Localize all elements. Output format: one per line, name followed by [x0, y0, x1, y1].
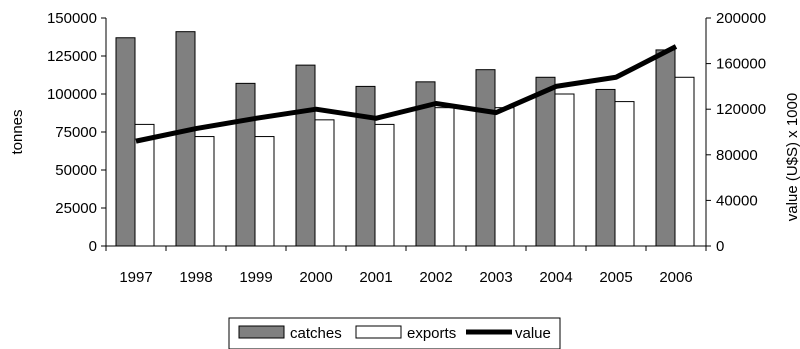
y2-axis-title: value (U$S) x 1000 — [784, 93, 800, 221]
y-tick-label: 75000 — [55, 124, 97, 141]
bar-exports — [134, 123, 155, 247]
y-tick-label: 0 — [89, 238, 97, 255]
x-tick-label: 1999 — [239, 269, 272, 286]
bar-exports — [674, 76, 695, 247]
y2-tick-label: 80000 — [716, 147, 758, 164]
bar-exports — [314, 119, 335, 247]
bar-catches — [595, 88, 616, 247]
bar-exports — [374, 123, 395, 247]
x-tick-label: 2003 — [479, 269, 512, 286]
legend-swatch-catches — [238, 325, 285, 339]
bar-catches — [535, 76, 556, 247]
x-tick-label: 2001 — [359, 269, 392, 286]
bar-exports — [614, 101, 635, 247]
bar-catches — [295, 64, 316, 247]
bar-catches — [475, 69, 496, 247]
bar-catches — [115, 37, 136, 247]
bar-exports — [494, 107, 515, 247]
y-tick-label: 150000 — [47, 10, 97, 27]
y-tick-label: 25000 — [55, 200, 97, 217]
bar-exports — [434, 107, 455, 247]
bar-exports — [554, 93, 575, 247]
y2-tick-label: 200000 — [716, 10, 766, 27]
bar-catches — [355, 85, 376, 247]
x-tick-label: 2004 — [539, 269, 572, 286]
x-tick-label: 1998 — [179, 269, 212, 286]
bar-catches — [175, 31, 196, 247]
legend-label-catches: catches — [290, 325, 342, 342]
y2-tick-label: 0 — [716, 238, 724, 255]
lines — [135, 44, 678, 144]
y2-tick-label: 120000 — [716, 101, 766, 118]
bars — [115, 31, 695, 247]
ticks: 0 25000 50000 75000 100000 125000 150000 0 40000… — [47, 10, 766, 286]
y2-tick-label: 40000 — [716, 192, 758, 209]
y2-tick-label: 160000 — [716, 56, 766, 73]
bar-catches — [235, 82, 256, 247]
legend: catches exports value — [228, 317, 561, 349]
bar-catches — [655, 49, 676, 247]
bar-exports — [254, 136, 275, 247]
x-tick-label: 2005 — [599, 269, 632, 286]
x-tick-label: 2002 — [419, 269, 452, 286]
y-tick-label: 125000 — [47, 48, 97, 65]
y-axis-title: tonnes — [9, 109, 26, 154]
bar-exports — [194, 136, 215, 247]
y-tick-label: 100000 — [47, 86, 97, 103]
x-tick-label: 2006 — [659, 269, 692, 286]
legend-swatch-exports — [355, 325, 402, 339]
x-tick-label: 1997 — [119, 269, 152, 286]
x-tick-label: 2000 — [299, 269, 332, 286]
line-value — [135, 44, 678, 144]
y-tick-label: 50000 — [55, 162, 97, 179]
legend-label-exports: exports — [407, 325, 456, 342]
legend-label-value: value — [515, 325, 551, 342]
